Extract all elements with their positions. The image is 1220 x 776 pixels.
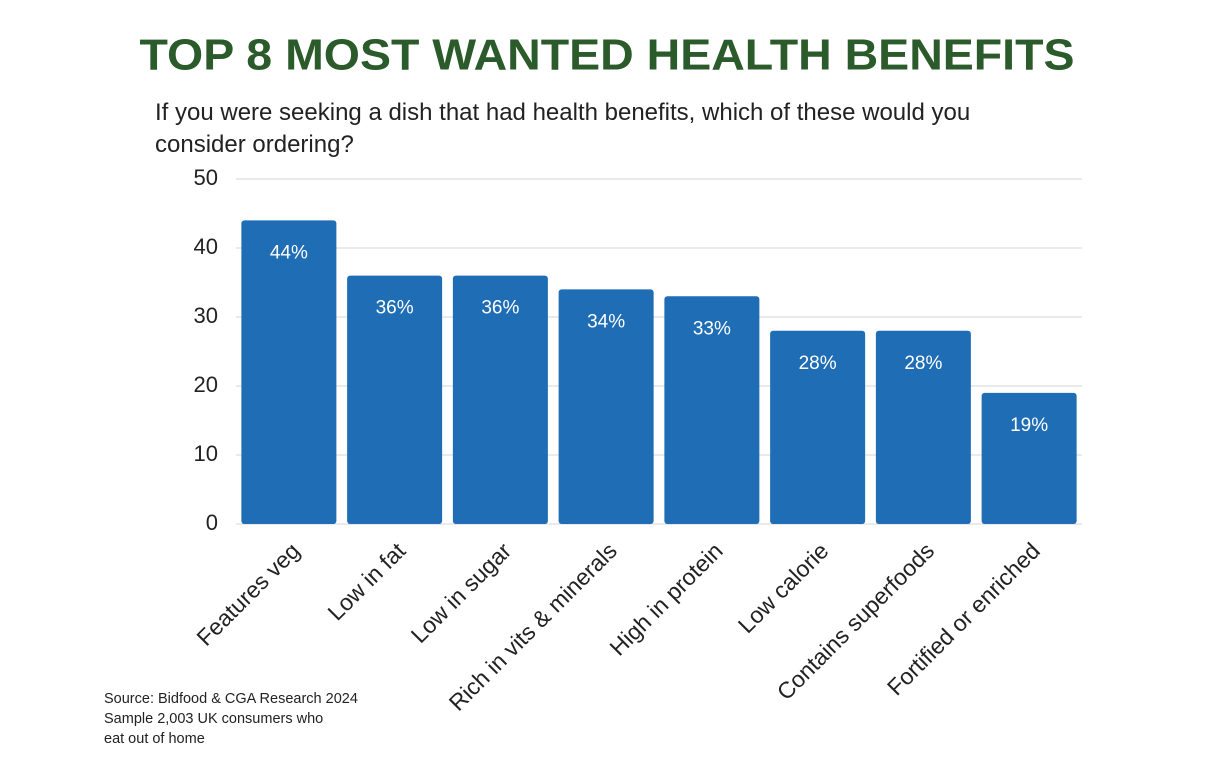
bar [981,392,1077,524]
y-tick-label: 10 [194,441,218,466]
x-tick-label: Low in fat [322,537,410,625]
y-tick-label: 30 [194,303,218,328]
source-line: Sample 2,003 UK consumers who [104,711,324,727]
value-label: 44% [270,242,308,263]
bar [241,220,337,524]
bar [664,296,760,524]
y-tick-label: 0 [206,510,218,535]
y-tick-label: 20 [194,372,218,397]
y-tick-label: 50 [194,165,218,190]
bar [452,275,548,524]
source-line: eat out of home [104,731,205,747]
source-line: Source: Bidfood & CGA Research 2024 [104,691,358,707]
value-label: 28% [799,353,837,374]
chart-title: TOP 8 MOST WANTED HEALTH BENEFITS [140,31,1075,80]
chart-subtitle: If you were seeking a dish that had heal… [155,99,971,158]
bar [558,289,654,524]
bar [770,330,866,524]
bar [347,275,443,524]
bar [875,330,971,524]
source-note: Source: Bidfood & CGA Research 2024 Sampl… [104,689,358,749]
value-label: 36% [376,298,414,319]
value-label: 34% [587,311,625,332]
x-tick-label: High in protein [604,537,727,660]
value-label: 28% [904,353,942,374]
x-tick-label: Low in sugar [406,537,517,648]
x-tick-label: Features veg [191,537,304,650]
value-label: 33% [693,318,731,339]
value-label: 36% [481,298,519,319]
x-tick-label: Low calorie [733,537,834,638]
value-label: 19% [1010,415,1048,436]
y-tick-label: 40 [194,234,218,259]
